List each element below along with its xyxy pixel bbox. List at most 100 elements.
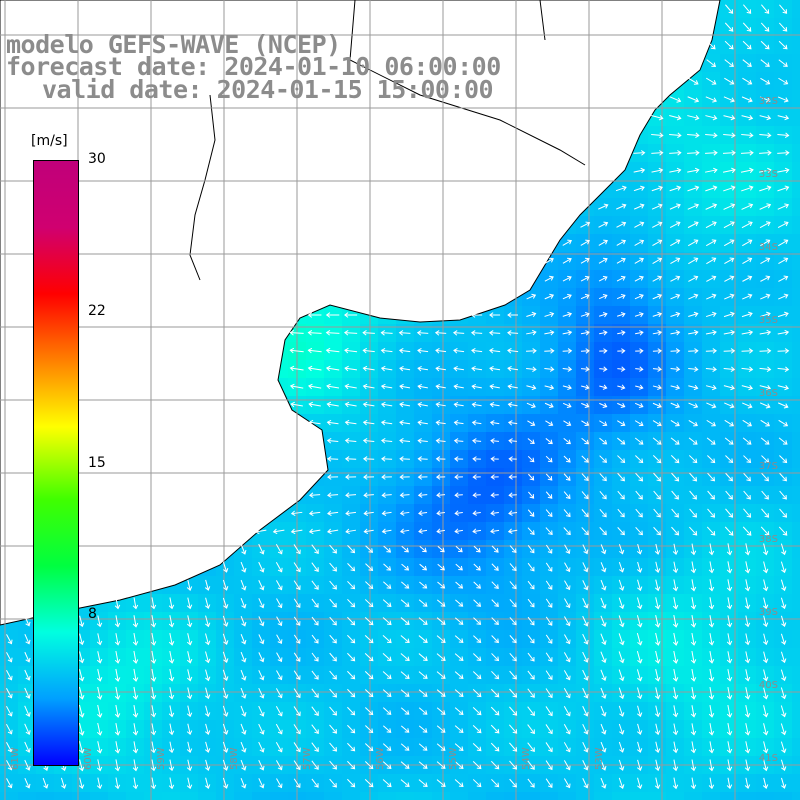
wind-speed-cell bbox=[648, 792, 667, 800]
wind-arrow bbox=[708, 633, 715, 646]
wind-arrow bbox=[705, 221, 717, 229]
wind-arrow bbox=[186, 687, 193, 700]
wind-arrow bbox=[618, 669, 625, 682]
wind-arrow bbox=[491, 545, 499, 553]
wind-arrow bbox=[723, 311, 735, 318]
wind-speed-cell bbox=[792, 504, 800, 523]
wind-arrow bbox=[150, 741, 157, 754]
wind-arrow bbox=[490, 456, 499, 462]
wind-arrow bbox=[545, 778, 553, 789]
wind-arrow bbox=[708, 651, 715, 664]
wind-arrow bbox=[96, 651, 103, 664]
latitude-label: 39S bbox=[759, 607, 778, 618]
wind-arrow bbox=[454, 617, 464, 625]
wind-arrow bbox=[672, 687, 679, 700]
wind-arrow bbox=[654, 543, 661, 555]
wind-arrow bbox=[186, 777, 193, 790]
wind-arrow bbox=[78, 633, 85, 646]
wind-arrow bbox=[759, 132, 772, 139]
wind-arrow bbox=[653, 472, 662, 482]
wind-arrow bbox=[365, 725, 374, 734]
wind-speed-cell bbox=[90, 792, 109, 800]
wind-arrow bbox=[671, 490, 679, 500]
wind-arrow bbox=[600, 669, 607, 681]
wind-arrow bbox=[527, 562, 535, 572]
wind-arrow bbox=[382, 671, 392, 680]
wind-arrow bbox=[654, 759, 661, 772]
wind-arrow bbox=[669, 96, 682, 103]
wind-arrow bbox=[24, 687, 31, 699]
wind-arrow bbox=[150, 632, 157, 646]
wind-arrow bbox=[633, 185, 645, 192]
wind-arrow bbox=[258, 778, 265, 789]
wind-arrow bbox=[454, 725, 464, 733]
wind-arrow bbox=[582, 705, 589, 717]
wind-arrow bbox=[24, 705, 31, 717]
wind-arrow bbox=[453, 438, 464, 444]
wind-arrow bbox=[562, 239, 572, 246]
wind-arrow bbox=[687, 150, 700, 156]
wind-arrow bbox=[762, 615, 769, 628]
wind-arrow bbox=[311, 706, 319, 716]
wind-arrow bbox=[654, 669, 661, 682]
wind-arrow bbox=[636, 544, 643, 555]
wind-speed-cell bbox=[792, 540, 800, 559]
wind-arrow bbox=[329, 616, 337, 626]
wind-arrow bbox=[307, 312, 322, 318]
wind-arrow bbox=[491, 778, 500, 788]
wind-arrow bbox=[222, 687, 229, 699]
wind-arrow bbox=[453, 348, 465, 354]
wind-arrow bbox=[759, 203, 772, 210]
wind-arrow bbox=[293, 562, 301, 573]
longitude-label: 57W bbox=[302, 747, 313, 770]
wind-arrow bbox=[275, 543, 283, 555]
wind-arrow bbox=[762, 759, 769, 772]
wind-arrow bbox=[778, 40, 788, 50]
wind-arrow bbox=[527, 742, 535, 753]
wind-arrow bbox=[454, 456, 464, 462]
wind-arrow bbox=[382, 725, 392, 733]
wind-arrow bbox=[669, 185, 682, 192]
latitude-label: 35S bbox=[759, 315, 778, 326]
wind-arrow bbox=[724, 22, 734, 32]
wind-arrow bbox=[562, 366, 573, 372]
wind-arrow bbox=[345, 510, 357, 516]
wind-arrow bbox=[652, 455, 662, 464]
wind-arrow bbox=[132, 759, 139, 772]
wind-arrow bbox=[418, 779, 428, 787]
wind-arrow bbox=[453, 383, 464, 390]
wind-arrow bbox=[672, 650, 679, 664]
wind-arrow bbox=[669, 167, 682, 174]
wind-arrow bbox=[382, 779, 392, 788]
wind-arrow bbox=[347, 706, 356, 716]
wind-speed-cell bbox=[792, 342, 800, 361]
wind-arrow bbox=[491, 563, 499, 571]
wind-arrow bbox=[582, 687, 589, 699]
wind-arrow bbox=[435, 438, 446, 444]
wind-arrow bbox=[742, 419, 753, 427]
wind-arrow bbox=[132, 686, 139, 700]
wind-arrow bbox=[325, 330, 340, 336]
wind-arrow bbox=[688, 239, 699, 247]
wind-arrow bbox=[471, 348, 483, 354]
wind-arrow bbox=[654, 687, 661, 700]
wind-arrow bbox=[258, 670, 265, 681]
wind-arrow bbox=[527, 688, 535, 698]
wind-arrow bbox=[636, 633, 643, 646]
wind-arrow bbox=[258, 687, 265, 699]
wind-arrow bbox=[343, 330, 358, 336]
wind-arrow bbox=[763, 705, 769, 718]
wind-arrow bbox=[383, 563, 392, 571]
wind-arrow bbox=[636, 561, 643, 573]
wind-arrow bbox=[545, 760, 553, 771]
wind-arrow bbox=[258, 634, 265, 645]
wind-arrow bbox=[580, 275, 590, 282]
wind-arrow bbox=[311, 778, 319, 788]
wind-arrow bbox=[222, 759, 229, 771]
wind-arrow bbox=[222, 579, 229, 591]
wind-arrow bbox=[527, 455, 535, 463]
longitude-label: 53W bbox=[594, 747, 605, 770]
wind-arrow bbox=[509, 670, 517, 680]
wind-arrow bbox=[564, 562, 571, 573]
